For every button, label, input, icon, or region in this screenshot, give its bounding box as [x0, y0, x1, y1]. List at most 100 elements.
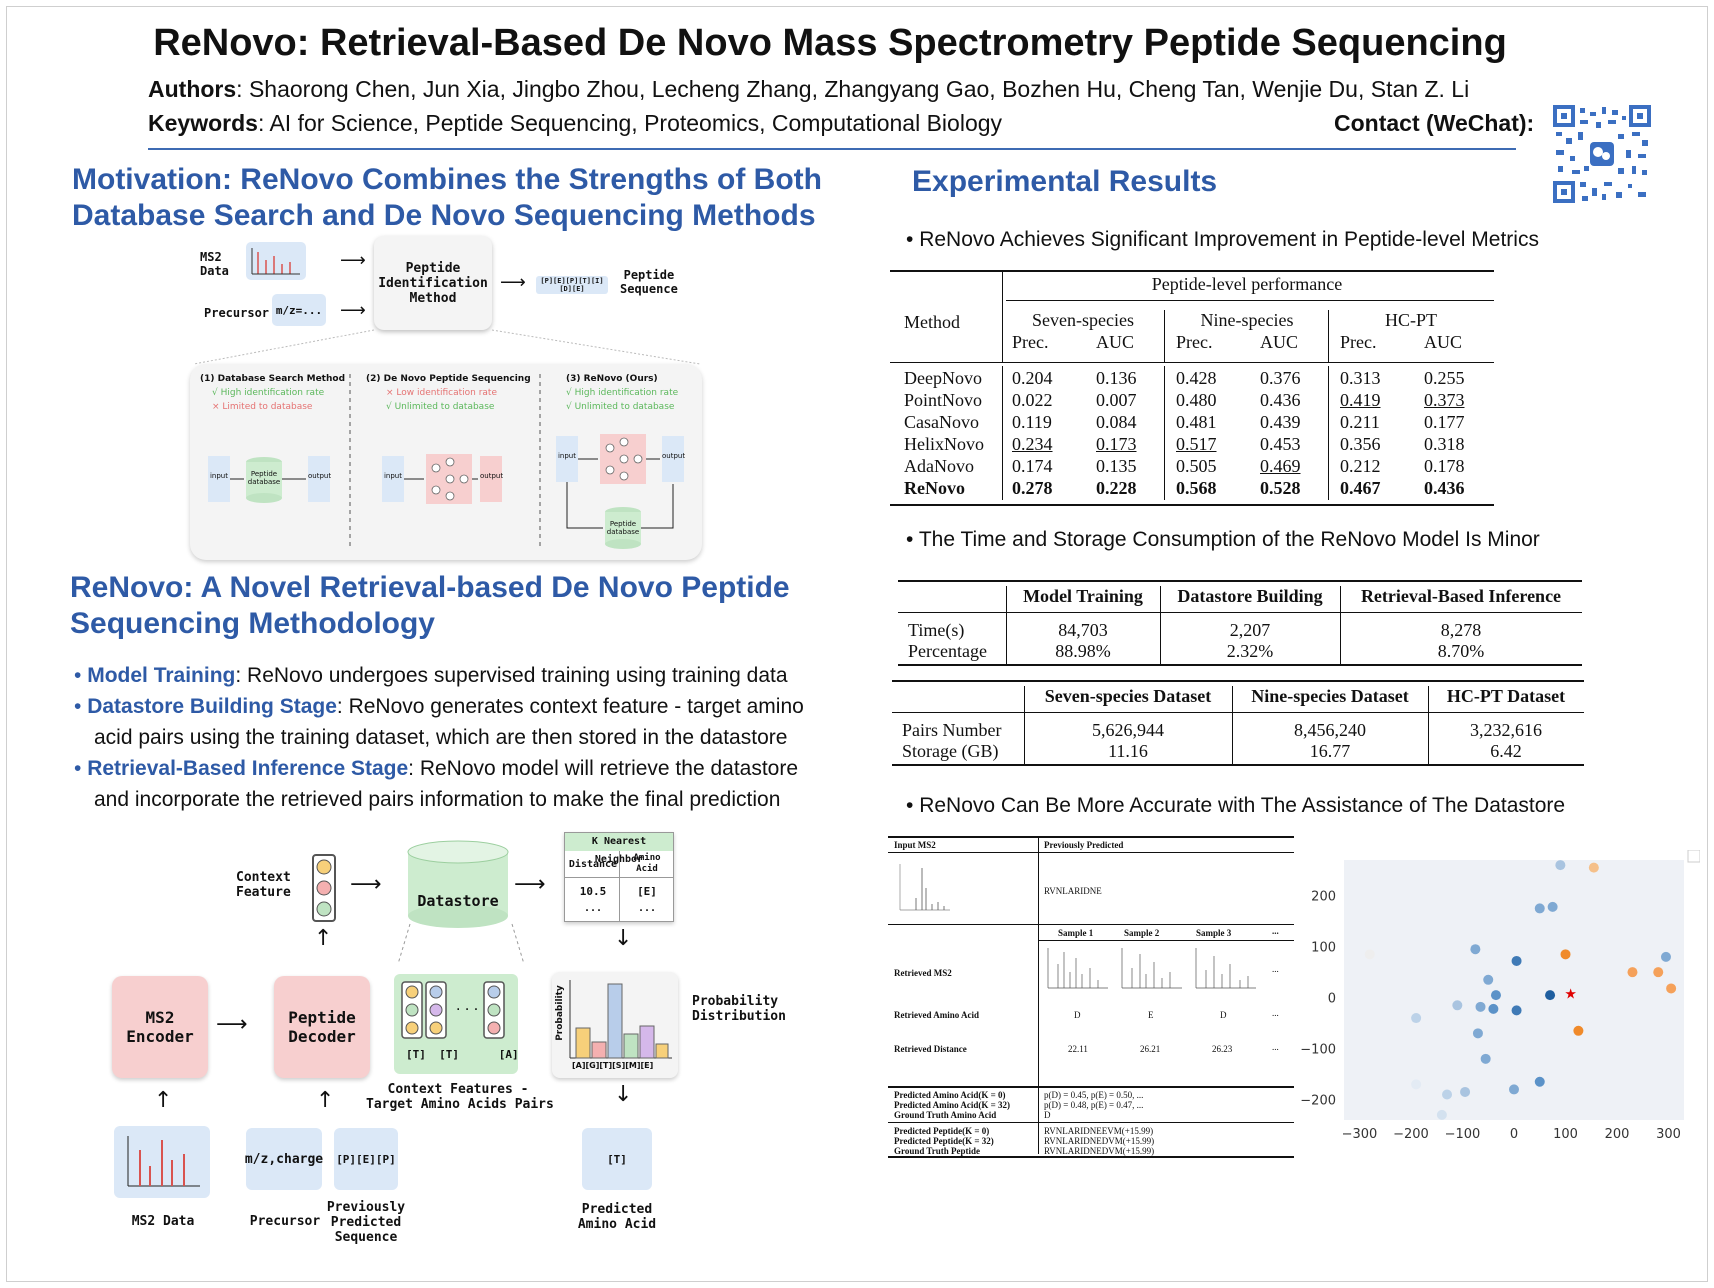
predicted-aa-caption: Predicted Amino Acid [577, 1202, 657, 1232]
table3-header: Seven-species Dataset [1044, 686, 1212, 706]
scatter-point [1480, 1053, 1491, 1064]
scatter-point [1588, 862, 1599, 873]
table3-row-labels: Pairs Number Storage (GB) [902, 720, 1001, 762]
table1-value-cell: 0.318 [1424, 434, 1465, 454]
peptide-sequence-box: [P][E][P][T][I][D][E] [536, 276, 608, 294]
table2-col: 8,278 8.70% [1340, 620, 1582, 662]
pairs-icons: · · · [401, 981, 505, 1039]
predicted-aa-box: [T] [582, 1128, 652, 1190]
poster-title: ReNovo: Retrieval-Based De Novo Mass Spe… [153, 22, 1507, 64]
bullet-model-training: • Model Training: ReNovo undergoes super… [74, 664, 788, 687]
table1-value-cell: 0.178 [1424, 456, 1465, 476]
scatter-point [1411, 1013, 1422, 1024]
case-pred-aa-values: p(D) = 0.45, p(E) = 0.50, ... p(D) = 0.48… [1044, 1090, 1143, 1120]
keywords-label: Keywords [148, 110, 258, 136]
table1-dataset-header: Nine-species [1200, 310, 1294, 330]
table1-value-cell: 0.453 [1260, 434, 1301, 454]
scatter-point [1534, 903, 1545, 914]
table1-value-cell: 0.436 [1424, 478, 1465, 498]
metric-auc: AUC [1424, 332, 1463, 352]
plot-area [1344, 860, 1684, 1120]
x-tick-label: 100 [1553, 1127, 1578, 1142]
ms2-data-caption: MS2 Data [131, 1214, 195, 1229]
ms2-data-box [114, 1126, 210, 1198]
wechat-qr-icon [1552, 104, 1652, 204]
table1-value-cell: 0.204 [1012, 368, 1053, 388]
p2-title: (2) De Novo Peptide Sequencing [366, 374, 531, 384]
method-comparison-panel: (1) Database Search Method √ High identi… [190, 364, 702, 560]
knn-title: K Nearest Neighbor [565, 833, 673, 865]
x-tick-label: −200 [1393, 1127, 1429, 1142]
method-diagrams [208, 374, 684, 550]
table1-value-cell: 0.177 [1424, 412, 1465, 432]
case-prev-pred-header: Previously Predicted [1044, 840, 1124, 850]
arrow-down-icon: ↓ [614, 926, 633, 951]
datastore-label: Datastore [417, 892, 499, 910]
table1-group-header: Peptide-level performance [1151, 274, 1343, 294]
results-bullet-1-text: ReNovo Achieves Significant Improvement … [919, 228, 1539, 251]
bullet-text: : ReNovo undergoes supervised training u… [235, 664, 788, 687]
scatter-point [1653, 967, 1664, 978]
value: RVNLARIDNEDVM(+15.99) [1044, 1146, 1155, 1156]
bullet-inference: • Retrieval-Based Inference Stage: ReNov… [74, 757, 799, 780]
row-label: Pairs Number [902, 720, 1002, 740]
contact-label: Contact (WeChat): [1334, 110, 1535, 136]
p1-con: × Limited to database [212, 402, 313, 412]
method-figure: Context Feature ⟶ Datastore ⟶ K Nearest … [100, 826, 800, 1256]
table1-method-cell: AdaNovo [904, 456, 974, 476]
arrow-up-icon: ↑ [154, 1088, 173, 1113]
case-sample-1: Sample 1 [1058, 928, 1094, 938]
value: RVNLARIDNEEVM(+15.99) [1044, 1126, 1154, 1136]
poster-frame [6, 6, 1708, 1282]
motivation-heading-line1: Motivation: ReNovo Combines the Strength… [72, 163, 822, 196]
arrow-up-icon: ↑ [316, 1088, 335, 1113]
context-feature-icon [312, 854, 336, 922]
table1-method-cell: CasaNovo [904, 412, 979, 432]
scatter-point [1660, 951, 1671, 962]
bullet-cont: acid pairs using the training dataset, w… [94, 726, 788, 749]
metric-prec: Prec. [1340, 332, 1377, 352]
table1-value-cell: 0.517 [1176, 434, 1217, 454]
ms2-encoder-box: MS2 Encoder [112, 976, 208, 1078]
authors-line: Authors: Shaorong Chen, Jun Xia, Jingbo … [148, 76, 1469, 103]
svg-text:· · ·: · · · [456, 1002, 478, 1018]
table-time: Model Training Datastore Building Retrie… [898, 580, 1582, 666]
scatter-point [1472, 1028, 1483, 1039]
scatter-point [1627, 967, 1638, 978]
cell: 2,207 [1229, 620, 1271, 640]
cell: 8.70% [1437, 641, 1485, 661]
knn-aa-value: [E] [637, 885, 657, 898]
table1-dataset-header: Seven-species [1032, 310, 1134, 330]
row-label: Time(s) [908, 620, 965, 640]
table1-method-header: Method [904, 312, 960, 332]
value: RVNLARIDNEDVM(+15.99) [1044, 1136, 1155, 1146]
table1-value-cell: 0.174 [1012, 456, 1053, 476]
table1-value-cell: 0.428 [1176, 368, 1217, 388]
metric-prec: Prec. [1176, 332, 1213, 352]
method-bullets: • Model Training: ReNovo undergoes super… [74, 660, 864, 815]
table1-value-cell: 0.022 [1012, 390, 1053, 410]
case-study-table: Input MS2 Previously Predicted RVNLARIDN… [888, 836, 1294, 1158]
label: Ground Truth Peptide [894, 1146, 981, 1156]
cell: 6.42 [1490, 741, 1522, 761]
case-pred-pep-values: RVNLARIDNEEVM(+15.99) RVNLARIDNEDVM(+15.9… [1044, 1126, 1154, 1156]
motivation-figure: MS2 Data Precursor m/z=... ⟶ ⟶ Peptide I… [190, 236, 720, 566]
ms2-data-label: MS2 Data [200, 250, 229, 278]
y-tick-label: −100 [1300, 1043, 1336, 1058]
knn-more: ... [637, 903, 657, 914]
arrow-up-icon: ↑ [314, 926, 333, 951]
scatter-point [1411, 1079, 1422, 1090]
cell: 8,278 [1440, 620, 1482, 640]
x-tick-label: 0 [1510, 1127, 1518, 1142]
table1-value-cell: 0.313 [1340, 368, 1381, 388]
p1-input: input [209, 472, 228, 480]
cell: 5,626,944 [1092, 720, 1164, 740]
label: Ground Truth Amino Acid [894, 1110, 997, 1120]
y-tick-label: 200 [1311, 890, 1336, 905]
table1-value-cell: 0.480 [1176, 390, 1217, 410]
probability-x-labels: [A][G][T][S][M][E] [572, 1061, 654, 1070]
plot-checkbox [1687, 850, 1700, 863]
case-ellipsis: ... [1272, 1008, 1279, 1018]
scatter-point [1545, 990, 1556, 1001]
scatter-point [1560, 949, 1571, 960]
